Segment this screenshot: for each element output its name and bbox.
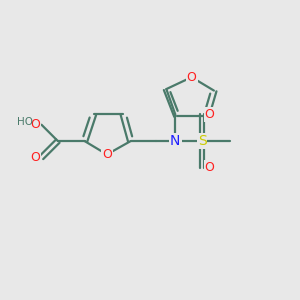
Text: O: O (187, 71, 196, 84)
Text: O: O (102, 148, 112, 161)
Text: O: O (30, 151, 40, 164)
Text: O: O (205, 108, 214, 121)
Text: O: O (30, 118, 40, 131)
Text: O: O (205, 161, 214, 174)
Text: N: N (170, 134, 181, 148)
Text: S: S (198, 134, 206, 148)
Text: HO: HO (17, 117, 33, 128)
